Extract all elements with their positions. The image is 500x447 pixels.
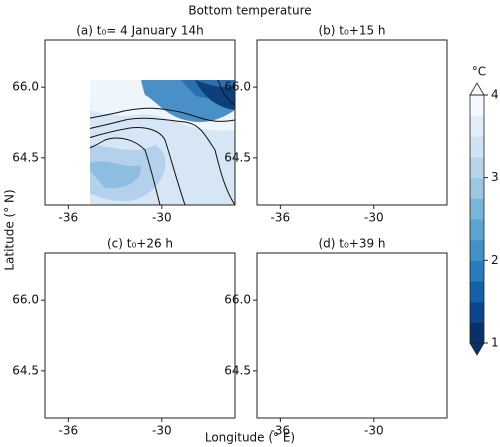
map-panel: (a) t₀= 4 January 14h -36 -30 64.5 66.0 (12, 24, 236, 225)
map-field-art (257, 253, 447, 418)
y-tick-label: 64.5 (224, 150, 251, 164)
map-field-art (45, 253, 235, 418)
colorbar-tick-label: 2 (491, 253, 499, 267)
map-field (257, 253, 447, 418)
map-panel: (d) t₀+39 h -36 -30 64.5 66.0 (224, 237, 448, 438)
colorbar-segment (470, 260, 484, 282)
x-tick-label: -30 (152, 424, 172, 438)
colorbar-tick-label: 3 (491, 170, 499, 184)
colorbar-segment (470, 219, 484, 241)
colorbar-frame (469, 94, 485, 344)
panel-frame (256, 39, 448, 206)
y-tick-label: 64.5 (12, 150, 39, 164)
map-field-art (257, 40, 447, 205)
x-tick-label: -36 (59, 211, 79, 225)
map-field-art (90, 80, 236, 206)
y-tick-label: 66.0 (12, 80, 39, 94)
x-tick-label: -36 (59, 424, 79, 438)
x-tick-label: -30 (364, 424, 384, 438)
colorbar-extend-bottom (469, 342, 485, 356)
colorbar-segment (470, 115, 484, 137)
x-tick-label: -30 (364, 211, 384, 225)
y-axis-label: Latitude (° N) (3, 189, 17, 270)
panel-frame (44, 252, 236, 419)
colorbar-segment (470, 281, 484, 303)
map-field (257, 40, 447, 205)
y-tick-label: 64.5 (224, 363, 251, 377)
colorbar-tick-label: 4 (491, 88, 499, 102)
x-tick-label: -30 (152, 211, 172, 225)
panel-title: (d) t₀+39 h (318, 237, 385, 251)
panel-frame (44, 39, 236, 206)
map-panel: (b) t₀+15 h -36 -30 64.5 66.0 (224, 24, 448, 225)
panel-title: (c) t₀+26 h (107, 237, 173, 251)
y-tick-label: 64.5 (12, 363, 39, 377)
colorbar-segment (470, 239, 484, 261)
panel-title: (b) t₀+15 h (318, 24, 385, 38)
x-tick-label: -36 (271, 424, 291, 438)
figure-title: Bottom temperature (188, 4, 311, 18)
colorbar-segment (470, 157, 484, 179)
colorbar-segment (470, 322, 484, 344)
colorbar-extend-top (469, 82, 485, 96)
colorbar-segment (470, 198, 484, 220)
colorbar-segment (470, 177, 484, 199)
y-tick-label: 66.0 (224, 80, 251, 94)
colorbar-label: °C (472, 65, 486, 79)
map-field (45, 253, 235, 418)
panel-title: (a) t₀= 4 January 14h (76, 24, 204, 38)
y-tick-label: 66.0 (12, 293, 39, 307)
x-tick-label: -36 (271, 211, 291, 225)
colorbar-segment (470, 136, 484, 158)
colorbar-segment (470, 95, 484, 117)
panel-frame (256, 252, 448, 419)
colorbar-tick-label: 1 (491, 336, 499, 350)
map-field (90, 80, 236, 206)
x-axis-label: Longitude (° E) (205, 431, 295, 445)
map-panel: (c) t₀+26 h -36 -30 64.5 66.0 (12, 237, 236, 438)
colorbar-segment (470, 301, 484, 323)
y-tick-label: 66.0 (224, 293, 251, 307)
